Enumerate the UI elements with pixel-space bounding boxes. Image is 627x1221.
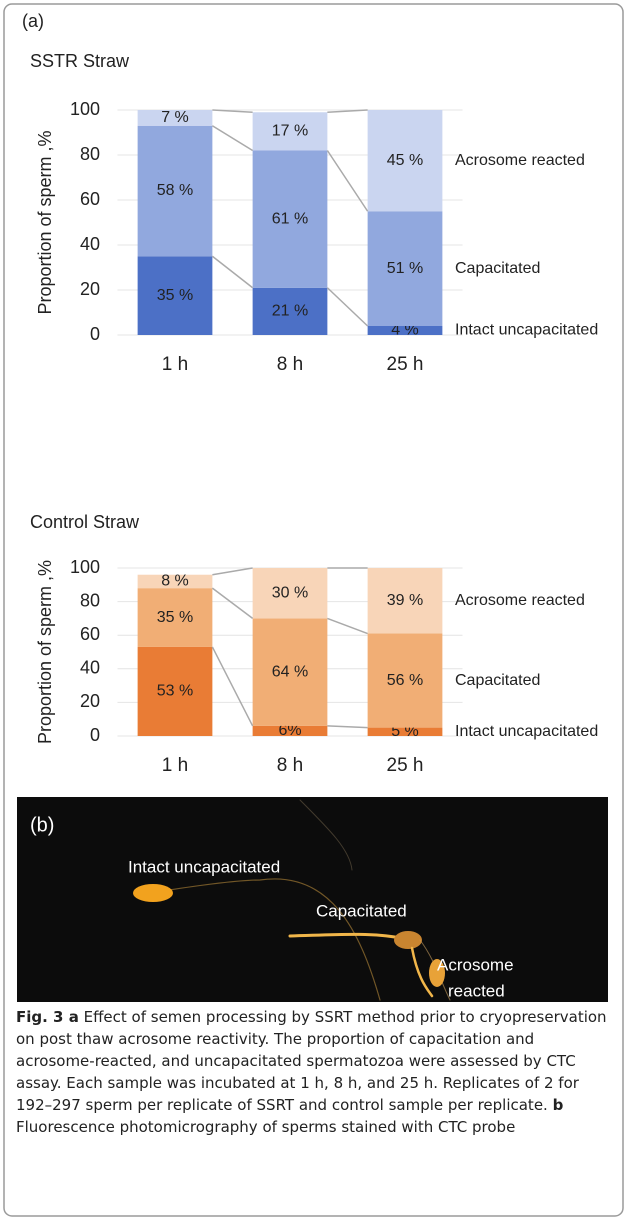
connector-line [212,568,252,575]
series-label: Acrosome reacted [455,592,585,609]
series-label: Capacitated [455,260,540,277]
micrograph [17,797,608,1002]
chart-title: Control Straw [30,512,140,532]
micrograph-annotation: Intact uncapacitated [128,857,280,876]
y-tick-label: 100 [70,99,100,119]
y-tick-label: 100 [70,557,100,577]
x-tick-label: 1 h [162,755,188,776]
micrograph-annotation: reacted [448,981,505,1000]
micrograph-annotation: Capacitated [316,901,407,920]
value-label: 7 % [161,109,189,126]
caption-text: Fluorescence photomicrography of sperms … [16,1118,515,1136]
y-tick-label: 80 [80,144,100,164]
micrograph-annotation: Acrosome [437,955,514,974]
series-label: Acrosome reacted [455,152,585,169]
connector-line [327,726,367,728]
value-label: 58 % [157,182,193,199]
x-tick-label: 8 h [277,354,303,375]
series-label: Capacitated [455,672,540,689]
value-label: 39 % [387,592,423,609]
series-label: Intact uncapacitated [455,322,598,339]
y-tick-label: 20 [80,279,100,299]
value-label: 61 % [272,210,308,227]
value-label: 8 % [161,573,189,590]
caption-text: Effect of semen processing by SSRT metho… [16,1008,607,1114]
y-tick-label: 60 [80,189,100,209]
y-tick-label: 80 [80,590,100,610]
value-label: 64 % [272,663,308,680]
connector-line [212,126,252,151]
value-label: 45 % [387,152,423,169]
y-tick-label: 0 [90,324,100,344]
value-label: 35 % [157,609,193,626]
connector-line [212,588,252,618]
caption: Fig. 3 a Effect of semen processing by S… [16,1006,614,1138]
value-label: 17 % [272,123,308,140]
caption-text: Fig. 3 a [16,1008,79,1026]
y-tick-label: 40 [80,234,100,254]
connector-line [327,151,367,212]
value-label: 53 % [157,683,193,700]
y-tick-label: 20 [80,691,100,711]
micrograph-label: (b) [30,814,54,836]
value-label: 35 % [157,287,193,304]
x-tick-label: 25 h [387,755,424,776]
connector-line [212,647,252,726]
y-axis-label: Proportion of sperm ,% [35,130,55,314]
y-tick-label: 0 [90,725,100,745]
series-label: Intact uncapacitated [455,723,598,740]
y-axis-label: Proportion of sperm ,% [35,560,55,744]
value-label: 30 % [272,584,308,601]
value-label: 51 % [387,260,423,277]
figure-page: (a) (b) Intact uncapacitated Capacitated… [0,0,627,1221]
y-tick-label: 60 [80,624,100,644]
connector-line [327,618,367,633]
x-tick-label: 1 h [162,354,188,375]
caption-text: b [553,1096,564,1114]
value-label: 56 % [387,672,423,689]
x-tick-label: 8 h [277,755,303,776]
panel-label: (a) [22,11,44,31]
value-label: 21 % [272,303,308,320]
y-tick-label: 40 [80,658,100,678]
connector-line [327,288,367,326]
chart-title: SSTR Straw [30,51,130,71]
x-tick-label: 25 h [387,354,424,375]
connector-line [212,256,252,288]
